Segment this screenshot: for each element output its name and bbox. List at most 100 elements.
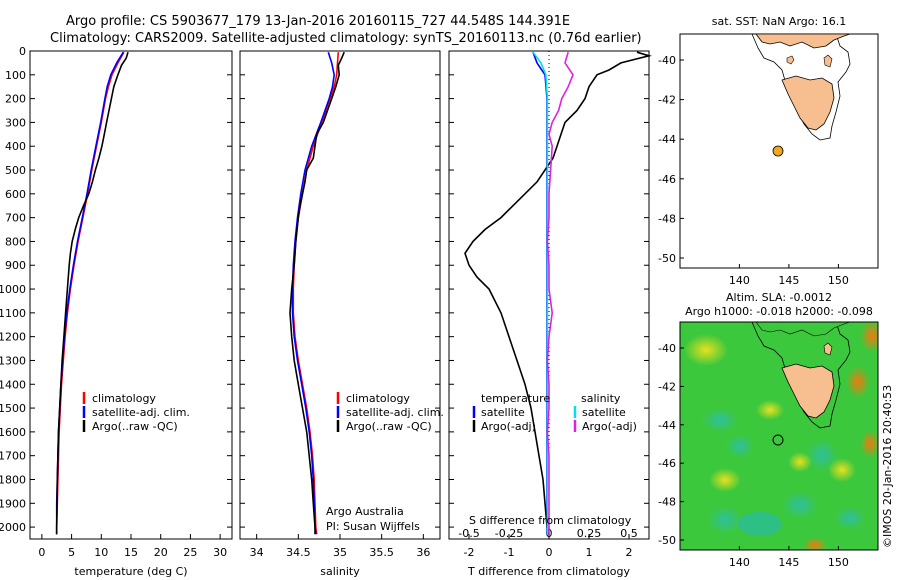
map-x-tick-label: 140 [729, 556, 750, 569]
y-tick-label: 200 [5, 93, 26, 106]
x-tick-label: 34 [250, 546, 264, 559]
difference-legend: temperature satellite Argo(-adj) salinit… [469, 392, 637, 527]
sla-high-blob [788, 452, 812, 472]
salinity-legend: climatology satellite-adj. clim. Argo(..… [326, 392, 444, 533]
y-tick-label: 1900 [0, 497, 26, 510]
salinity-panel-frame [239, 50, 441, 540]
map-bottom-shelf-contour [751, 322, 851, 429]
map-y-tick-label: -48 [658, 496, 676, 509]
series-line-climatology [292, 52, 340, 535]
map-top-tasmania [781, 75, 835, 131]
x2-axis-label: S difference from climatology [469, 514, 632, 527]
y-tick-label: 700 [5, 212, 26, 225]
map-x-tick-label: 145 [778, 556, 799, 569]
map-y-tick-label: -42 [658, 94, 676, 107]
sla-high-blob [860, 322, 878, 352]
x-tick-label: 1 [586, 546, 593, 559]
y-tick-label: 1400 [0, 378, 26, 391]
x2-tick-label: 0.5 [620, 527, 638, 540]
y-tick-label: 600 [5, 188, 26, 201]
x-tick-label: 0 [38, 546, 45, 559]
y-tick-label: 1000 [0, 283, 26, 296]
map-top-king-island [786, 55, 795, 65]
map-top-shelf-contour [751, 33, 851, 141]
legend-label-argo: Argo(..raw -QC) [92, 420, 178, 433]
series-line-t-argo [464, 51, 652, 535]
map-y-tick-label: -46 [658, 457, 676, 470]
legend-label-argo: Argo(..raw -QC) [346, 420, 432, 433]
x-tick-label: 25 [183, 546, 197, 559]
sla-low-blob [702, 408, 738, 432]
x-tick-label: 20 [154, 546, 168, 559]
legend-label-satellite: satellite-adj. clim. [92, 406, 190, 419]
map-x-tick-label: 150 [828, 556, 849, 569]
map-x-tick-label: 140 [729, 274, 750, 287]
y-tick-label: 0 [19, 45, 26, 58]
x2-tick-label: 0.25 [577, 527, 602, 540]
y-tick-label: 100 [5, 69, 26, 82]
y-tick-label: 900 [5, 259, 26, 272]
temperature-panel-frame [29, 50, 233, 540]
x-tick-label: -1 [504, 546, 515, 559]
y-tick-label: 1600 [0, 426, 26, 439]
legend-label-climatology: climatology [346, 392, 410, 405]
sla-low-blob [738, 512, 782, 536]
x2-tick-label: -0.5 [458, 527, 479, 540]
x-tick-label: 34.5 [286, 546, 311, 559]
y-tick-label: 1200 [0, 331, 26, 344]
map-y-tick-label: -40 [658, 342, 676, 355]
map-y-tick-label: -46 [658, 173, 676, 186]
sla-high-blob [828, 458, 856, 482]
figure-title-line1: Argo profile: CS 5903677_179 13-Jan-2016… [66, 14, 570, 29]
x-tick-label: 35.5 [369, 546, 394, 559]
figure-title-line2: Climatology: CARS2009. Satellite-adjuste… [50, 31, 642, 46]
x-tick-label: 35 [333, 546, 347, 559]
sla-low-blob [707, 506, 743, 534]
sla-high-blob [803, 537, 827, 550]
series-line-argo-raw-qc [55, 51, 129, 535]
x-tick-label: 2 [626, 546, 633, 559]
x-tick-label: 36 [416, 546, 430, 559]
legend-title-temperature: temperature [481, 392, 550, 405]
y-tick-label: 1800 [0, 473, 26, 486]
map-top-title: sat. SST: NaN Argo: 16.1 [712, 15, 846, 28]
map-top-mainland [755, 33, 851, 49]
sla-high-blob [756, 400, 784, 420]
credit-argo-australia: Argo Australia [326, 505, 404, 518]
y-tick-label: 1100 [0, 307, 26, 320]
sla-high-blob [846, 366, 870, 398]
legend-label-s-satellite: satellite [582, 406, 626, 419]
y-tick-label: 400 [5, 140, 26, 153]
legend-label-t-satellite: satellite [481, 406, 525, 419]
map-bottom-sla-blobs [684, 322, 878, 550]
map-y-tick-label: -48 [658, 212, 676, 225]
y-tick-label: 800 [5, 235, 26, 248]
map-bottom: 140 145 150 -40 -42 -44 -46 -48 -50 [658, 321, 879, 569]
legend-label-s-argo: Argo(-adj) [582, 420, 637, 433]
salinity-axis-label: salinity [320, 565, 360, 578]
y-tick-label: 1500 [0, 402, 26, 415]
map-bottom-mainland-coast [755, 322, 851, 337]
map-bottom-title-line2: Argo h1000: -0.018 h2000: -0.098 [685, 305, 873, 318]
sla-low-blob [782, 491, 818, 519]
legend-title-salinity: salinity [581, 392, 621, 405]
x-tick-label: 10 [94, 546, 108, 559]
y-tick-label: 500 [5, 164, 26, 177]
credit-pi: PI: Susan Wijffels [326, 520, 420, 533]
map-y-tick-label: -50 [658, 252, 676, 265]
map-bottom-tasmania [781, 363, 835, 419]
temperature-axis-label: temperature (deg C) [74, 565, 187, 578]
x-tick-label: 5 [68, 546, 75, 559]
legend-label-climatology: climatology [92, 392, 156, 405]
map-y-tick-label: -44 [658, 133, 676, 146]
y-tick-label: 1700 [0, 450, 26, 463]
y-tick-label: 1300 [0, 354, 26, 367]
sla-high-blob [709, 468, 741, 492]
map-bottom-ticks: 140 145 150 -40 -42 -44 -46 -48 -50 [658, 342, 849, 569]
map-top: 140 145 150 -40 -42 -44 -46 -48 -50 [658, 33, 879, 287]
x-tick-label: 15 [124, 546, 138, 559]
series-line-argo-raw-qc [289, 51, 345, 535]
map-top-flinders-island [823, 54, 833, 68]
x-tick-label: 0 [546, 546, 553, 559]
